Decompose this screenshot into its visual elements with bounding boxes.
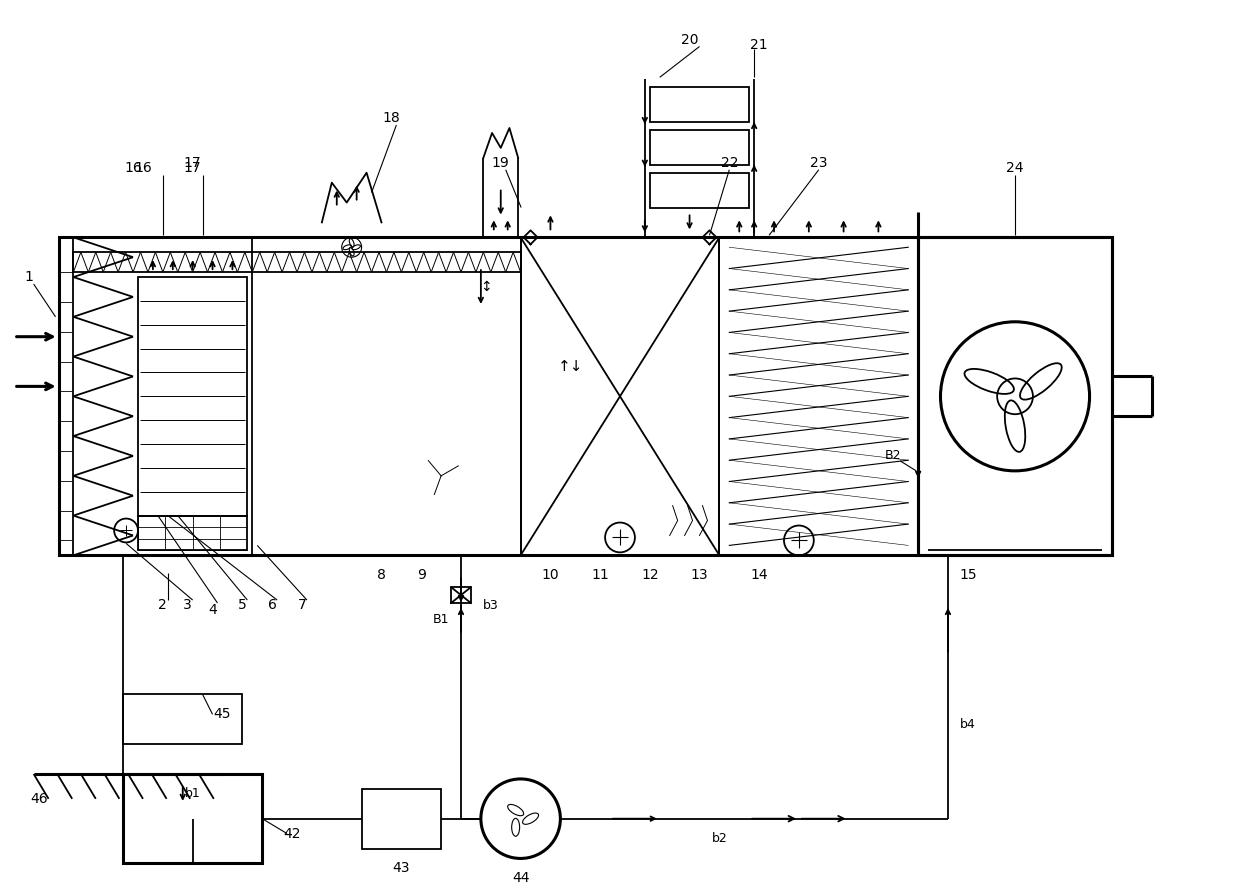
Bar: [123, 694, 242, 745]
Text: 20: 20: [681, 32, 698, 47]
Text: 5: 5: [238, 598, 247, 612]
Text: b3: b3: [482, 599, 498, 612]
Text: 4: 4: [208, 603, 217, 617]
Text: 18: 18: [383, 111, 401, 125]
Text: b4: b4: [960, 718, 976, 731]
Text: 1: 1: [25, 270, 33, 284]
Text: 9: 9: [417, 568, 425, 582]
Bar: [650, 87, 749, 122]
Text: 24: 24: [1007, 160, 1024, 175]
Bar: [650, 173, 749, 208]
Text: b2: b2: [712, 832, 727, 845]
Text: 17: 17: [184, 160, 201, 175]
Text: 22: 22: [720, 156, 738, 169]
Bar: [719, 237, 918, 556]
Bar: [58, 237, 1112, 556]
Text: 14: 14: [750, 568, 768, 582]
Bar: [73, 252, 521, 272]
Bar: [138, 277, 247, 515]
Text: 2: 2: [159, 598, 167, 612]
Text: b1: b1: [185, 788, 201, 800]
Text: 21: 21: [750, 38, 768, 51]
Bar: [650, 130, 749, 165]
Bar: [521, 237, 719, 556]
Text: 12: 12: [641, 568, 658, 582]
Bar: [138, 515, 247, 550]
Text: B2: B2: [885, 450, 901, 462]
Bar: [58, 237, 73, 556]
Text: 15: 15: [959, 568, 977, 582]
Text: 45: 45: [213, 707, 231, 721]
Text: 19: 19: [492, 156, 510, 169]
Text: 13: 13: [691, 568, 708, 582]
Text: 3: 3: [184, 598, 192, 612]
Bar: [362, 788, 441, 849]
Text: 43: 43: [393, 861, 410, 875]
Text: 23: 23: [810, 156, 827, 169]
Text: 42: 42: [283, 827, 301, 840]
Text: 16: 16: [124, 160, 141, 175]
Bar: [918, 237, 1112, 556]
Text: 11: 11: [591, 568, 609, 582]
Text: 8: 8: [377, 568, 386, 582]
Text: 16: 16: [134, 160, 151, 175]
Text: 17: 17: [184, 156, 201, 169]
Text: B1: B1: [433, 614, 449, 626]
Text: ↕: ↕: [480, 280, 491, 294]
Text: 10: 10: [542, 568, 559, 582]
Text: 46: 46: [30, 792, 47, 806]
Text: 44: 44: [512, 871, 529, 885]
Bar: [123, 774, 262, 864]
Text: 6: 6: [268, 598, 277, 612]
Text: 7: 7: [298, 598, 306, 612]
Text: ↑↓: ↑↓: [558, 359, 583, 374]
